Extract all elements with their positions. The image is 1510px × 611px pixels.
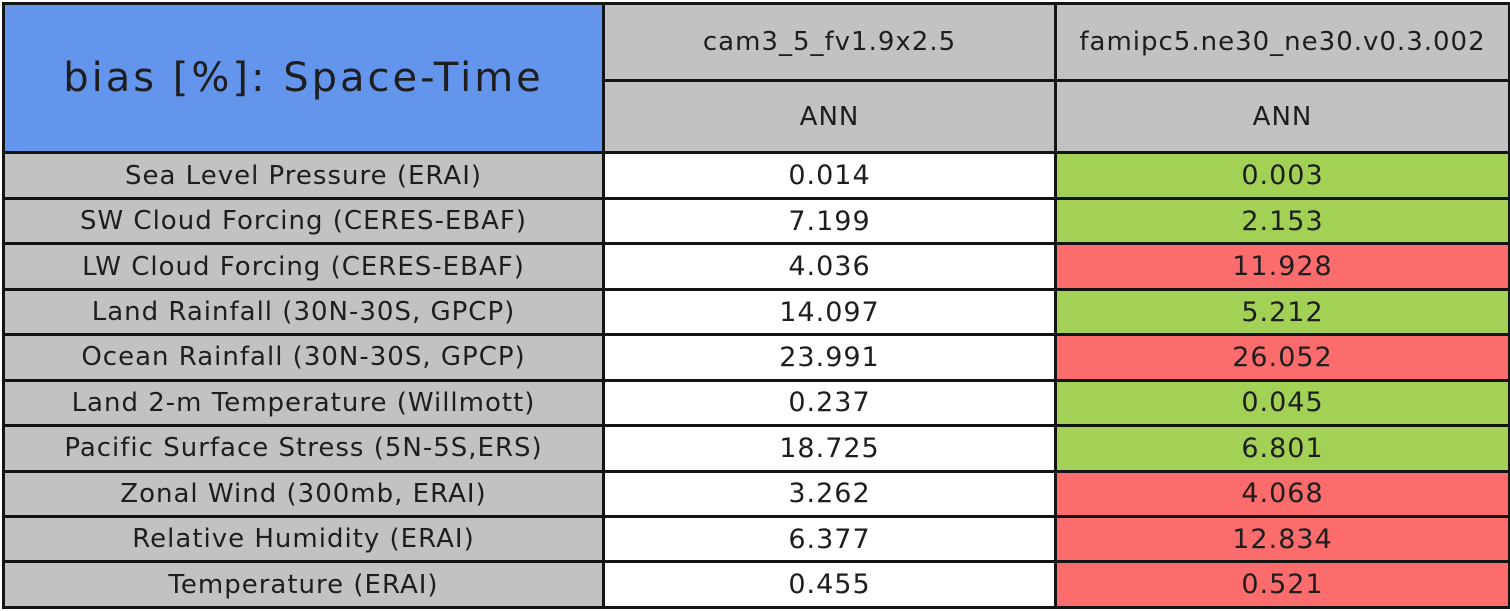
table-row: Temperature (ERAI) 0.455 0.521 xyxy=(2,560,1510,609)
row-label: Ocean Rainfall (30N-30S, GPCP) xyxy=(2,333,605,382)
value-model-1: 4.036 xyxy=(602,242,1057,291)
value-model-1: 23.991 xyxy=(602,333,1057,382)
row-label: Pacific Surface Stress (5N-5S,ERS) xyxy=(2,424,605,473)
value-model-2: 26.052 xyxy=(1054,333,1510,382)
page-title: bias [%]: Space-Time xyxy=(2,1,605,155)
table-row: LW Cloud Forcing (CERES-EBAF) 4.036 11.9… xyxy=(2,242,1510,291)
value-model-1: 6.377 xyxy=(602,514,1057,564)
header-row-seasons: ANN ANN xyxy=(4,78,1510,155)
value-model-1: 0.237 xyxy=(602,378,1057,428)
table-row: Sea Level Pressure (ERAI) 0.014 0.003 xyxy=(2,151,1510,200)
value-model-1: 14.097 xyxy=(602,287,1057,337)
column-header-model-1: cam3_5_fv1.9x2.5 xyxy=(602,2,1057,82)
value-model-2: 5.212 xyxy=(1054,287,1510,337)
row-label: Sea Level Pressure (ERAI) xyxy=(2,151,605,200)
value-model-2: 12.834 xyxy=(1054,514,1510,564)
value-model-2: 0.045 xyxy=(1054,378,1510,428)
row-label: Zonal Wind (300mb, ERAI) xyxy=(2,469,605,518)
value-model-2: 11.928 xyxy=(1054,242,1510,291)
value-model-2: 0.521 xyxy=(1054,560,1510,609)
table-row: Zonal Wind (300mb, ERAI) 3.262 4.068 xyxy=(2,469,1510,518)
row-label: Land Rainfall (30N-30S, GPCP) xyxy=(2,287,605,337)
header-row-models: bias [%]: Space-Time cam3_5_fv1.9x2.5 fa… xyxy=(2,1,1510,155)
row-label: Land 2-m Temperature (Willmott) xyxy=(2,378,605,428)
table-row: Ocean Rainfall (30N-30S, GPCP) 23.991 26… xyxy=(2,333,1510,382)
value-model-2: 6.801 xyxy=(1054,424,1510,473)
table-row: Relative Humidity (ERAI) 6.377 12.834 xyxy=(2,514,1510,564)
table-row: Land 2-m Temperature (Willmott) 0.237 0.… xyxy=(2,378,1510,428)
table-row: Pacific Surface Stress (5N-5S,ERS) 18.72… xyxy=(2,424,1510,473)
season-header-model-1: ANN xyxy=(602,78,1057,155)
season-header-model-2: ANN xyxy=(1054,78,1510,155)
value-model-1: 0.455 xyxy=(602,560,1057,609)
value-model-2: 0.003 xyxy=(1054,151,1510,200)
value-model-1: 7.199 xyxy=(602,196,1057,246)
row-label: SW Cloud Forcing (CERES-EBAF) xyxy=(2,196,605,246)
row-label: Relative Humidity (ERAI) xyxy=(2,514,605,564)
table-row: Land Rainfall (30N-30S, GPCP) 14.097 5.2… xyxy=(2,287,1510,337)
row-label: LW Cloud Forcing (CERES-EBAF) xyxy=(2,242,605,291)
table-row: SW Cloud Forcing (CERES-EBAF) 7.199 2.15… xyxy=(2,196,1510,246)
value-model-1: 0.014 xyxy=(602,151,1057,200)
value-model-2: 4.068 xyxy=(1054,469,1510,518)
row-label: Temperature (ERAI) xyxy=(2,560,605,609)
value-model-1: 18.725 xyxy=(602,424,1057,473)
value-model-1: 3.262 xyxy=(602,469,1057,518)
column-header-model-2: famipc5.ne30_ne30.v0.3.002 xyxy=(1054,2,1510,82)
value-model-2: 2.153 xyxy=(1054,196,1510,246)
